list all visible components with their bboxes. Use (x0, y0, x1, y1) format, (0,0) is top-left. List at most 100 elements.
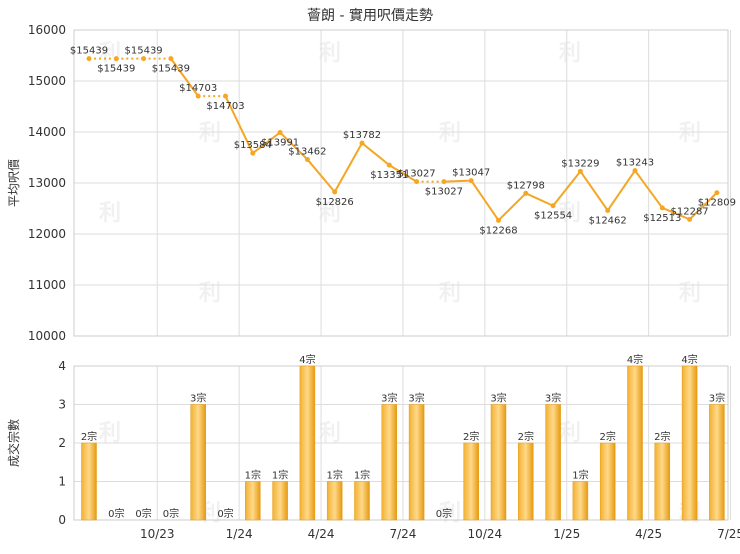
price-point[interactable] (141, 56, 147, 62)
price-point[interactable] (195, 93, 201, 99)
volume-y-tick-label: 3 (58, 398, 66, 412)
volume-bar[interactable] (299, 365, 316, 521)
price-line-segment (279, 131, 309, 161)
volume-bar[interactable] (190, 404, 206, 521)
price-data-label: $15439 (70, 46, 108, 57)
price-point[interactable] (632, 168, 638, 174)
price-y-tick-label: 11000 (28, 278, 66, 292)
volume-data-label: 1宗 (245, 469, 261, 482)
price-y-tick-label: 16000 (28, 23, 66, 37)
watermark-glyph: 利 (439, 281, 461, 306)
price-point[interactable] (386, 162, 392, 168)
price-y-axis-title: 平均呎價 (7, 159, 21, 207)
volume-bar[interactable] (709, 404, 725, 521)
price-point[interactable] (304, 156, 310, 162)
volume-bar[interactable] (326, 481, 343, 521)
volume-bar[interactable] (654, 442, 671, 521)
price-point[interactable] (441, 179, 447, 185)
volume-y-tick-label: 1 (58, 475, 66, 489)
price-data-label: $14703 (206, 101, 244, 112)
price-line-segment (606, 170, 636, 212)
price-data-label: $12826 (316, 197, 354, 208)
volume-bar[interactable] (681, 365, 698, 521)
price-y-tick-label: 15000 (28, 74, 66, 88)
price-line-segment (224, 95, 254, 154)
volume-y-axis-title: 成交宗數 (6, 419, 21, 467)
volume-bar[interactable] (381, 404, 398, 521)
price-point[interactable] (113, 56, 119, 62)
price-point[interactable] (550, 203, 556, 209)
price-data-label: $15439 (125, 46, 163, 57)
volume-bar[interactable] (599, 442, 616, 521)
price-point[interactable] (714, 190, 720, 196)
price-points (86, 56, 720, 223)
volume-data-label: 2宗 (654, 430, 670, 443)
price-data-labels: $15439 $15439 $15439 $15439 $14703 $14703 $135… (70, 46, 736, 237)
volume-plot-frame (73, 365, 729, 521)
volume-x-tick-label: 7/25 (717, 527, 740, 541)
price-y-tick-label: 14000 (28, 125, 66, 139)
volume-x-tick-label: 4/24 (308, 527, 335, 541)
price-point[interactable] (168, 56, 174, 62)
volume-x-ticks: 10/23 1/24 4/24 7/24 10/24 1/25 4/25 7/25 (140, 527, 740, 541)
price-line-segment (443, 179, 472, 183)
volume-bar[interactable] (463, 442, 479, 521)
watermark-glyph: 利 (319, 41, 341, 66)
volume-data-label: 0宗 (217, 507, 233, 520)
volume-bar[interactable] (408, 404, 425, 521)
watermark-glyph: 利 (99, 201, 121, 226)
price-point[interactable] (223, 93, 228, 99)
price-point[interactable] (250, 150, 256, 156)
volume-data-label: 0宗 (163, 507, 179, 520)
volume-data-label: 2宗 (518, 430, 534, 443)
volume-bar[interactable] (545, 404, 561, 521)
price-point[interactable] (332, 189, 338, 195)
volume-bar[interactable] (490, 404, 507, 521)
price-plot-frame (73, 29, 729, 337)
watermark-glyph: 利 (199, 281, 221, 306)
volume-bar[interactable] (245, 481, 261, 521)
volume-data-label: 1宗 (327, 469, 343, 482)
volume-data-label: 3宗 (408, 392, 424, 405)
price-data-label: $13243 (616, 158, 654, 169)
volume-data-label: 4宗 (299, 353, 315, 366)
volume-y-ticks: 0 1 2 3 4 (58, 359, 66, 527)
price-line-segment (525, 192, 554, 207)
volume-bar[interactable] (572, 481, 589, 521)
price-point[interactable] (523, 190, 529, 196)
price-point[interactable] (577, 168, 583, 174)
price-point[interactable] (359, 140, 365, 146)
volume-data-label: 4宗 (627, 353, 643, 366)
volume-bar[interactable] (354, 481, 370, 521)
price-line-segment (388, 164, 418, 183)
watermark-glyph: 利 (319, 421, 341, 446)
price-point[interactable] (468, 178, 474, 184)
price-y-tick-label: 10000 (28, 329, 66, 343)
volume-data-label: 1宗 (354, 469, 370, 482)
volume-bar[interactable] (81, 442, 97, 521)
volume-data-labels: 2宗 0宗 0宗 0宗 3宗 0宗 1宗 1宗 4宗 1宗 1宗 3宗 3宗 0宗 2宗 3宗 2宗 3宗 1宗 2宗… (81, 353, 725, 520)
price-point[interactable] (605, 207, 611, 213)
price-point[interactable] (86, 56, 92, 62)
price-point[interactable] (277, 129, 283, 135)
price-data-label: $12809 (698, 198, 736, 209)
volume-y-tick-label: 2 (58, 436, 66, 450)
volume-x-tick-label: 1/25 (553, 527, 580, 541)
volume-bar[interactable] (627, 365, 643, 521)
price-point[interactable] (414, 179, 420, 185)
volume-data-label: 4宗 (681, 353, 697, 366)
watermark-glyph: 利 (99, 421, 121, 446)
price-point[interactable] (659, 205, 665, 211)
volume-bar[interactable] (272, 481, 288, 521)
price-point[interactable] (496, 217, 501, 223)
volume-data-label: 2宗 (81, 430, 97, 443)
volume-data-label: 3宗 (709, 392, 725, 405)
price-data-label: $13047 (452, 168, 490, 179)
price-data-label: $13027 (425, 187, 463, 198)
price-data-label: $12798 (507, 180, 545, 191)
price-line-panel: 10000 11000 12000 13000 14000 15000 16000 $154… (28, 23, 736, 343)
price-point[interactable] (687, 216, 693, 222)
price-data-label: $15439 (97, 64, 135, 75)
volume-bar[interactable] (518, 442, 534, 521)
price-data-label: $12287 (671, 206, 709, 217)
